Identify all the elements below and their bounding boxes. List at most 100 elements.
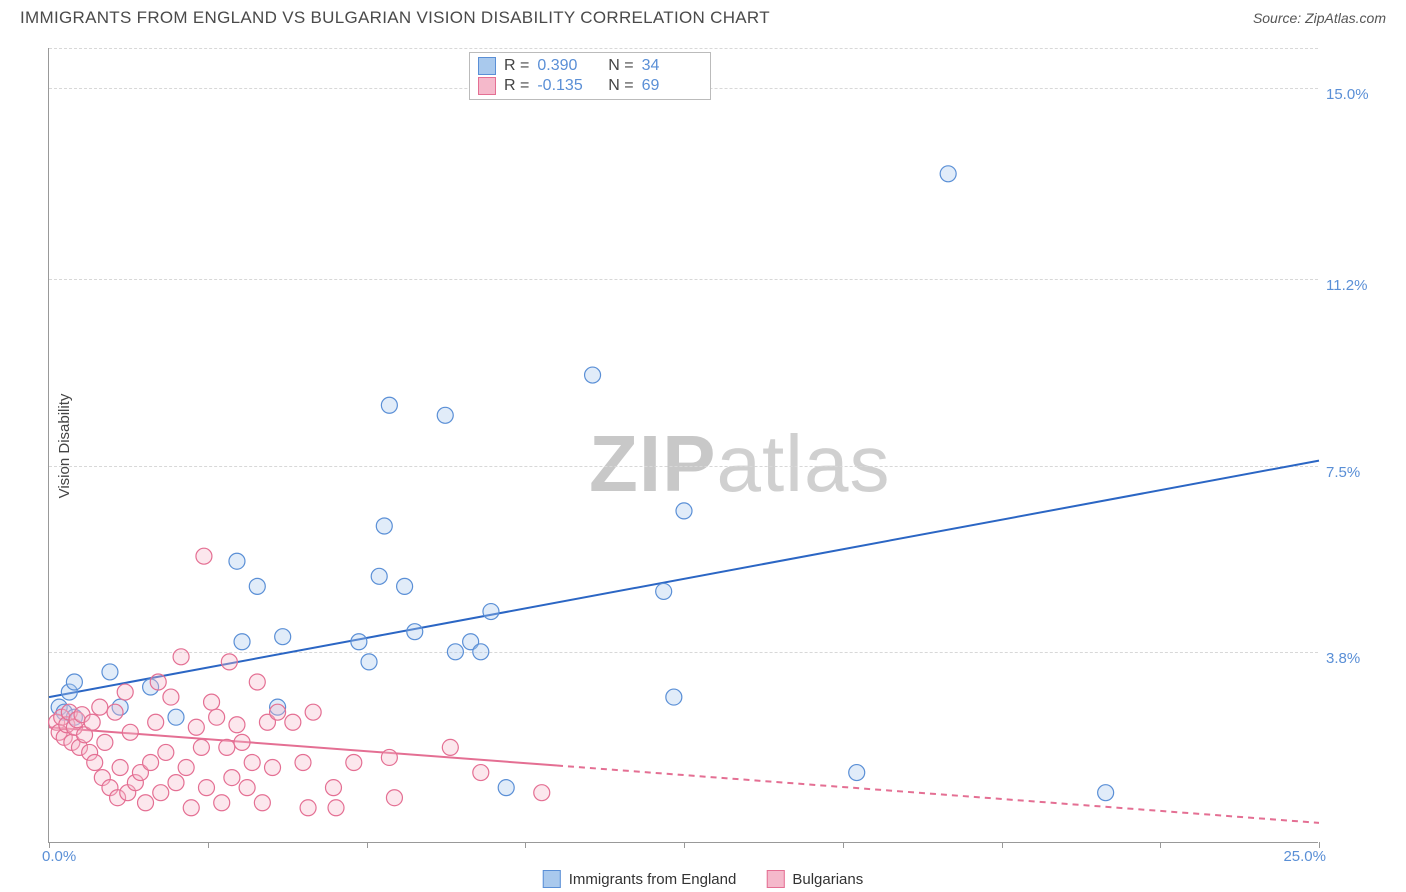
y-tick-label: 11.2%	[1326, 277, 1386, 294]
data-point	[148, 714, 164, 730]
data-point	[143, 754, 159, 770]
data-point	[534, 785, 550, 801]
data-point	[305, 704, 321, 720]
data-point	[234, 634, 250, 650]
data-point	[102, 664, 118, 680]
stat-r-value: 0.390	[537, 57, 591, 75]
legend-item: Bulgarians	[766, 870, 863, 888]
data-point	[193, 739, 209, 755]
stat-r-label: R =	[504, 77, 529, 95]
data-point	[87, 754, 103, 770]
data-point	[346, 754, 362, 770]
x-max-label: 25.0%	[1283, 848, 1326, 865]
stats-row: R = -0.135 N = 69	[478, 76, 696, 96]
y-tick-label: 3.8%	[1326, 650, 1386, 667]
data-point	[351, 634, 367, 650]
data-point	[249, 674, 265, 690]
data-point	[204, 694, 220, 710]
chart-title: IMMIGRANTS FROM ENGLAND VS BULGARIAN VIS…	[20, 8, 770, 28]
trend-line	[49, 461, 1319, 697]
data-point	[97, 734, 113, 750]
data-point	[498, 780, 514, 796]
data-point	[371, 568, 387, 584]
data-point	[224, 770, 240, 786]
data-point	[112, 760, 128, 776]
data-point	[381, 749, 397, 765]
data-point	[229, 717, 245, 733]
legend-bottom: Immigrants from England Bulgarians	[543, 870, 863, 888]
chart-container: Vision Disability ZIPatlas 3.8%7.5%11.2%…	[48, 48, 1388, 843]
data-point	[122, 724, 138, 740]
y-tick-label: 7.5%	[1326, 464, 1386, 481]
data-point	[447, 644, 463, 660]
stat-n-label: N =	[599, 57, 633, 75]
data-point	[92, 699, 108, 715]
data-point	[214, 795, 230, 811]
data-point	[328, 800, 344, 816]
data-point	[361, 654, 377, 670]
stat-r-label: R =	[504, 57, 529, 75]
data-point	[183, 800, 199, 816]
data-point	[234, 734, 250, 750]
y-tick-label: 15.0%	[1326, 86, 1386, 103]
legend-item: Immigrants from England	[543, 870, 737, 888]
data-point	[275, 629, 291, 645]
data-point	[66, 674, 82, 690]
stat-r-value: -0.135	[537, 77, 591, 95]
series-swatch	[478, 57, 496, 75]
trend-line-dashed	[557, 766, 1319, 823]
stats-row: R = 0.390 N = 34	[478, 56, 696, 76]
data-point	[84, 714, 100, 730]
legend-swatch	[766, 870, 784, 888]
data-point	[483, 604, 499, 620]
data-point	[666, 689, 682, 705]
data-point	[849, 765, 865, 781]
x-origin-label: 0.0%	[42, 848, 76, 865]
data-point	[150, 674, 166, 690]
data-point	[168, 775, 184, 791]
data-point	[254, 795, 270, 811]
data-point	[244, 754, 260, 770]
data-point	[300, 800, 316, 816]
data-point	[940, 166, 956, 182]
data-point	[163, 689, 179, 705]
data-point	[285, 714, 301, 730]
data-point	[221, 654, 237, 670]
title-bar: IMMIGRANTS FROM ENGLAND VS BULGARIAN VIS…	[0, 0, 1406, 32]
data-point	[1098, 785, 1114, 801]
stat-n-label: N =	[599, 77, 633, 95]
data-point	[381, 397, 397, 413]
data-point	[249, 578, 265, 594]
legend-label: Bulgarians	[792, 871, 863, 888]
data-point	[656, 583, 672, 599]
source-attribution: Source: ZipAtlas.com	[1253, 10, 1386, 26]
data-point	[209, 709, 225, 725]
data-point	[117, 684, 133, 700]
data-point	[437, 407, 453, 423]
data-point	[325, 780, 341, 796]
data-point	[265, 760, 281, 776]
legend-swatch	[543, 870, 561, 888]
plot-area: ZIPatlas 3.8%7.5%11.2%15.0% R =0.390 N =…	[48, 48, 1318, 843]
data-point	[153, 785, 169, 801]
data-point	[676, 503, 692, 519]
data-point	[407, 624, 423, 640]
data-point	[158, 744, 174, 760]
data-point	[173, 649, 189, 665]
series-swatch	[478, 77, 496, 95]
scatter-svg	[49, 48, 1319, 843]
data-point	[188, 719, 204, 735]
data-point	[178, 760, 194, 776]
data-point	[107, 704, 123, 720]
data-point	[239, 780, 255, 796]
stat-n-value: 34	[642, 57, 696, 75]
data-point	[397, 578, 413, 594]
stat-n-value: 69	[642, 77, 696, 95]
legend-label: Immigrants from England	[569, 871, 737, 888]
data-point	[473, 644, 489, 660]
data-point	[168, 709, 184, 725]
stats-box: R = 0.390 N = 34 R = -0.135 N = 69	[469, 52, 711, 100]
data-point	[138, 795, 154, 811]
data-point	[585, 367, 601, 383]
data-point	[270, 704, 286, 720]
